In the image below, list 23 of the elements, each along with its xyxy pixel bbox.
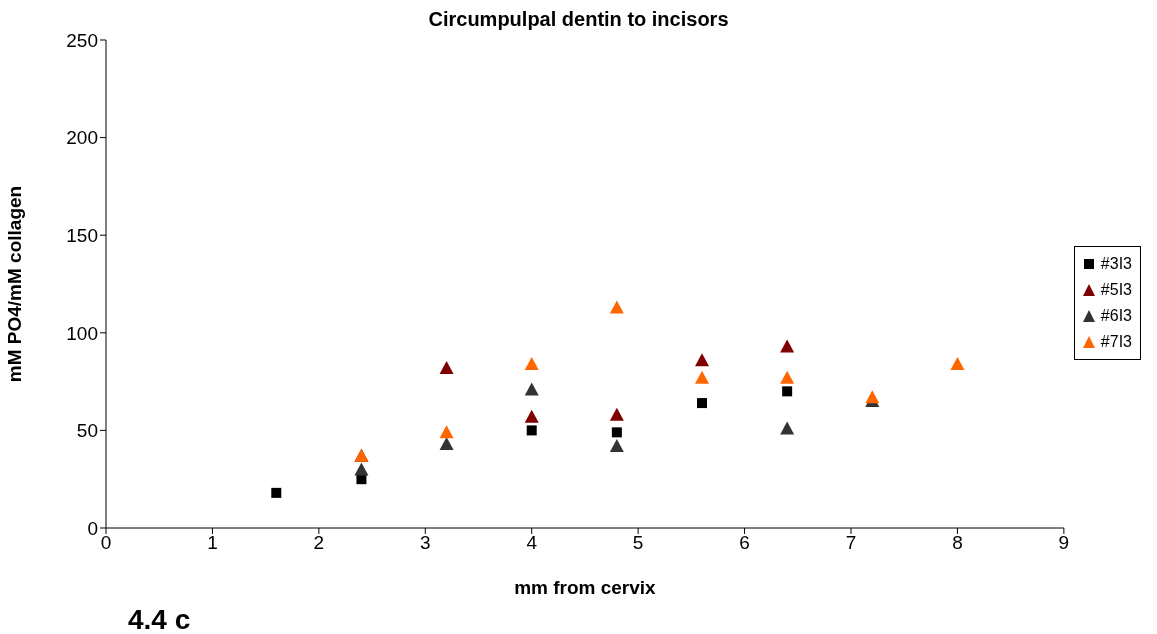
y-tick-label: 200 [66, 127, 98, 149]
legend-label: #7I3 [1100, 332, 1132, 352]
legend-label: #5I3 [1100, 280, 1132, 300]
x-tick-label: 4 [526, 532, 538, 554]
x-axis-title: mm from cervix [514, 577, 657, 598]
x-tick-label: 9 [1058, 532, 1070, 554]
x-tick-label: 8 [952, 532, 963, 554]
x-tick-label: 0 [100, 532, 112, 554]
x-tick-label: 1 [207, 532, 218, 554]
legend-label: #3I3 [1100, 254, 1132, 274]
legend-label: #6I3 [1100, 306, 1132, 326]
x-tick-label: 6 [739, 532, 750, 554]
y-tick-label: 50 [76, 420, 98, 442]
y-tick-label: 150 [66, 224, 98, 246]
y-tick-label: 100 [66, 322, 98, 344]
x-tick-label: 5 [632, 532, 644, 554]
chart-title: Circumpulpal dentin to incisors [427, 8, 730, 31]
text: 4.4 c [128, 604, 191, 634]
x-tick-label: 3 [420, 532, 431, 554]
x-tick-label: 7 [845, 532, 857, 554]
x-tick-label: 2 [313, 532, 325, 554]
y-tick-label: 250 [66, 29, 98, 51]
y-tick-label: 0 [87, 517, 98, 539]
